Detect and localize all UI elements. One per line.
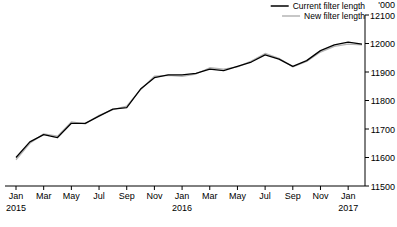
x-tick-label-part: May xyxy=(63,191,81,201)
x-tick-label-part: Sep xyxy=(119,191,135,201)
x-tick-label-part: Nov xyxy=(146,191,163,201)
x-tick xyxy=(99,186,100,190)
x-tick-label: May xyxy=(229,191,247,201)
legend-swatch xyxy=(271,5,289,7)
series-line xyxy=(16,42,362,157)
plot-area xyxy=(16,42,362,160)
y-tick xyxy=(365,15,369,16)
x-tick-label: May xyxy=(63,191,81,201)
x-tick-label-part: Mar xyxy=(202,191,218,201)
x-tick-label: Jul xyxy=(259,191,271,201)
y-tick-label: 11600 xyxy=(371,153,395,163)
y-tick-label: 11800 xyxy=(371,96,395,106)
y-tick xyxy=(365,157,369,158)
x-tick-label-part: Jul xyxy=(259,191,271,201)
x-tick-label: Nov xyxy=(312,191,329,201)
x-tick xyxy=(43,186,44,190)
x-tick-label: Mar xyxy=(202,191,218,201)
x-tick-label-part: Jan xyxy=(175,191,190,201)
x-tick xyxy=(348,186,349,190)
y-tick xyxy=(365,43,369,44)
x-tick xyxy=(154,186,155,190)
y-tick xyxy=(365,72,369,73)
x-tick xyxy=(209,186,210,190)
x-tick-label-part: Nov xyxy=(312,191,329,201)
x-tick-label: Mar xyxy=(36,191,52,201)
x-tick-label-part: Jul xyxy=(93,191,105,201)
x-tick-label-part: 2016 xyxy=(172,203,192,213)
x-tick-label: Jan 2015 xyxy=(6,191,26,213)
y-tick-label: 11900 xyxy=(371,68,395,78)
x-tick-label: Nov xyxy=(146,191,163,201)
x-tick xyxy=(237,186,238,190)
legend-label: Current filter length xyxy=(293,1,366,11)
legend-label: New filter length xyxy=(304,11,365,21)
x-tick-label: Jan 2017 xyxy=(338,191,358,213)
x-tick-label-part: May xyxy=(229,191,247,201)
y-tick-label: 11500 xyxy=(371,182,395,192)
x-tick-label-part: 2017 xyxy=(338,203,358,213)
y-tick-label: 12000 xyxy=(370,39,395,49)
x-tick-label-part: Mar xyxy=(36,191,52,201)
y-tick xyxy=(365,129,369,130)
x-tick xyxy=(126,186,127,190)
y-tick-label: 12100 xyxy=(370,11,395,21)
x-tick xyxy=(182,186,183,190)
x-tick xyxy=(292,186,293,190)
x-tick-label-part: 2015 xyxy=(6,203,26,213)
y-tick xyxy=(365,100,369,101)
x-tick-label-part: Sep xyxy=(285,191,301,201)
x-tick-label-part: Jan xyxy=(341,191,356,201)
x-tick xyxy=(71,186,72,190)
legend-swatch xyxy=(282,15,300,17)
x-tick-label: Jul xyxy=(93,191,105,201)
x-tick-label-part: Jan xyxy=(9,191,24,201)
y-tick xyxy=(365,186,369,187)
x-tick-label: Sep xyxy=(119,191,135,201)
chart: 11500 11600 11700 11800 11900 12000 12100'000 J… xyxy=(0,0,397,227)
y-axis-label: '000 xyxy=(378,0,395,10)
x-tick xyxy=(16,186,17,190)
y-tick-label: 11700 xyxy=(371,125,395,135)
series-line xyxy=(16,44,362,160)
x-tick-label: Sep xyxy=(285,191,301,201)
x-tick xyxy=(320,186,321,190)
x-tick xyxy=(265,186,266,190)
x-tick-label: Jan 2016 xyxy=(172,191,192,213)
x-axis xyxy=(5,186,365,187)
